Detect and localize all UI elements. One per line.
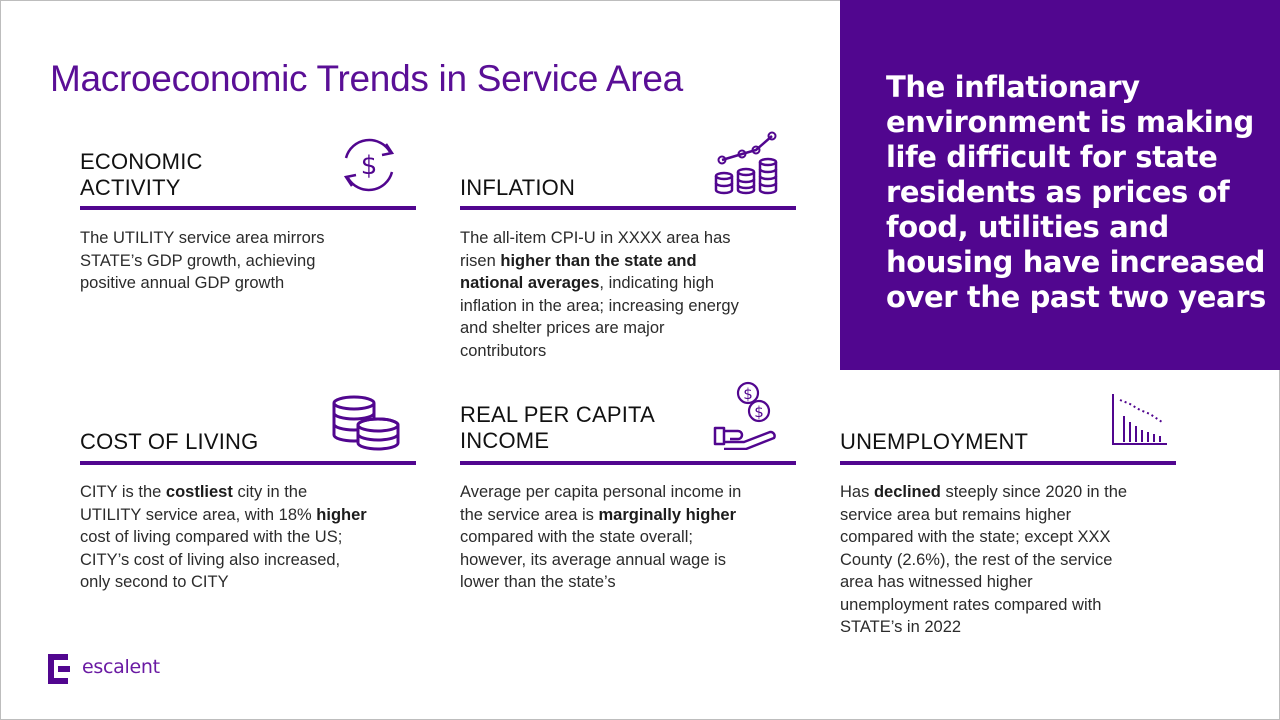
inflation-line-4: inflation in the area; increasing energy: [460, 296, 739, 315]
page-title: Macroeconomic Trends in Service Area: [50, 58, 683, 99]
economic-heading-line2: ACTIVITY: [80, 175, 181, 200]
hand-coins-icon: $ $: [713, 381, 776, 450]
coin-stack-icon: [332, 395, 400, 451]
income-rule: [460, 461, 796, 465]
callout-text: The inflationary environment is making l…: [886, 70, 1266, 314]
inflation-emphasis-1: higher than the state and: [500, 251, 697, 270]
svg-text:$: $: [754, 403, 764, 421]
income-line-2a: the service area is: [460, 505, 599, 524]
inflation-heading: INFLATION: [460, 175, 576, 200]
economic-heading-line1: ECONOMIC: [80, 149, 203, 174]
unemployment-heading: UNEMPLOYMENT: [840, 429, 1029, 454]
inflation-line-1: The all-item CPI-U in XXXX area has: [460, 229, 731, 247]
unemployment-body: Has declined steeply since 2020 in the s…: [840, 481, 1185, 639]
income-emphasis: marginally higher: [598, 505, 737, 524]
cost-line-1c: city in the: [232, 483, 308, 501]
inflation-rule: [460, 206, 796, 210]
callout-panel: The inflationary environment is making l…: [840, 0, 1280, 370]
escalent-logo-text: escalent: [82, 656, 160, 678]
unemployment-rule: [840, 461, 1176, 465]
unemployment-line-4: County (2.6%), the rest of the service: [840, 550, 1113, 569]
svg-text:$: $: [743, 385, 753, 403]
income-line-1: Average per capita personal income in: [460, 483, 742, 501]
income-line-2: the service area is marginally higher: [460, 504, 805, 527]
inflation-emphasis-2: national averages: [460, 274, 600, 292]
cost-line-1a: CITY is the: [80, 483, 166, 501]
svg-text:$: $: [361, 151, 378, 181]
cost-line-5: only second to CITY: [80, 573, 229, 591]
income-heading-line2: INCOME: [460, 428, 550, 453]
cost-line-4: CITY’s cost of living also increased,: [80, 550, 341, 569]
cost-line-3: cost of living compared with the US;: [80, 528, 343, 546]
dollar-cycle-icon: $: [343, 138, 395, 192]
economic-line-2: STATE’s GDP growth, achieving: [80, 251, 316, 270]
income-heading: REAL PER CAPITA INCOME: [460, 402, 655, 454]
unemployment-line-1c: steeply since 2020 in the: [940, 483, 1128, 501]
unemployment-line-1a: Has: [840, 483, 874, 501]
inflation-line-3: national averages, indicating high: [460, 272, 800, 295]
economic-activity-heading: ECONOMIC ACTIVITY: [80, 149, 203, 201]
cost-emphasis-1: costliest: [165, 483, 233, 501]
inflation-line-2a: risen: [460, 251, 501, 270]
unemployment-line-1: Has declined steeply since 2020 in the: [840, 481, 1185, 504]
unemployment-line-6: unemployment rates compared with: [840, 595, 1102, 614]
cost-line-2: UTILITY service area, with 18% higher: [80, 504, 425, 527]
escalent-logo-icon: [48, 654, 70, 684]
cost-line-2a: UTILITY service area, with 18%: [80, 505, 317, 524]
income-line-5: lower than the state’s: [460, 573, 616, 591]
unemployment-line-3: compared with the state; except XXX: [840, 528, 1111, 546]
inflation-line-3b: , indicating high: [599, 274, 715, 292]
income-heading-line1: REAL PER CAPITA: [460, 402, 655, 427]
cost-line-1: CITY is the costliest city in the: [80, 481, 425, 504]
declining-chart-icon: [1112, 394, 1167, 445]
unemployment-emphasis: declined: [873, 483, 941, 501]
inflation-body: The all-item CPI-U in XXXX area has rise…: [460, 227, 800, 362]
cost-of-living-heading: COST OF LIVING: [80, 429, 259, 454]
cost-rule: [80, 461, 416, 465]
economic-rule: [80, 206, 416, 210]
economic-line-1: The UTILITY service area mirrors: [80, 229, 325, 247]
unemployment-line-7: STATE’s in 2022: [840, 618, 962, 636]
income-line-3: compared with the state overall;: [460, 528, 693, 546]
unemployment-line-2: service area but remains higher: [840, 505, 1072, 524]
economic-line-3: positive annual GDP growth: [80, 274, 285, 292]
income-body: Average per capita personal income in th…: [460, 481, 805, 594]
economic-body: The UTILITY service area mirrors STATE’s…: [80, 227, 420, 295]
income-line-4: however, its average annual wage is: [460, 550, 726, 569]
cost-emphasis-2: higher: [316, 505, 367, 524]
unemployment-line-5: area has witnessed higher: [840, 573, 1033, 591]
coins-trend-icon: [714, 131, 778, 195]
inflation-line-2: risen higher than the state and: [460, 250, 800, 273]
inflation-line-6: contributors: [460, 341, 547, 360]
inflation-line-5: and shelter prices are major: [460, 319, 665, 337]
cost-body: CITY is the costliest city in the UTILIT…: [80, 481, 425, 594]
